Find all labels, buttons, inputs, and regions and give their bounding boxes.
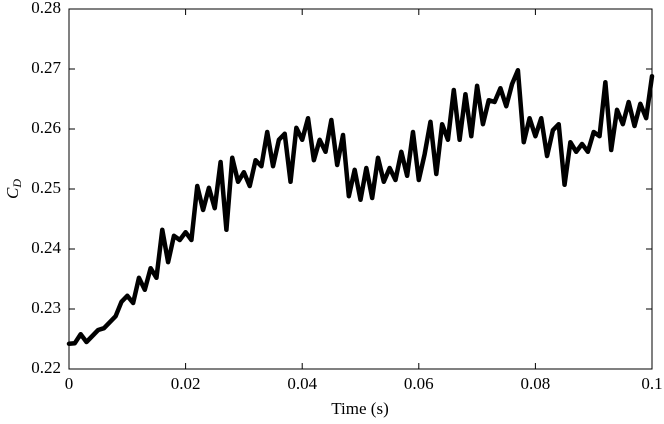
x-tick-label: 0 — [65, 374, 74, 393]
y-tick-label: 0.23 — [31, 298, 61, 317]
x-tick-label: 0.02 — [171, 374, 201, 393]
x-axis-label: Time (s) — [331, 399, 388, 418]
y-tick-label: 0.28 — [31, 0, 61, 17]
y-label-subscript: D — [10, 179, 24, 189]
x-tick-label: 0.06 — [404, 374, 434, 393]
x-tick-label: 0.1 — [641, 374, 662, 393]
y-tick-label: 0.25 — [31, 178, 61, 197]
y-tick-label: 0.22 — [31, 358, 61, 377]
y-tick-label: 0.26 — [31, 118, 61, 137]
data-line — [66, 67, 655, 347]
y-axis-label: CD — [3, 179, 24, 199]
x-tick-label: 0.08 — [521, 374, 551, 393]
y-label-main: C — [3, 187, 22, 199]
x-tick-label: 0.04 — [287, 374, 317, 393]
y-tick-label: 0.24 — [31, 238, 61, 257]
y-tick-label: 0.27 — [31, 58, 61, 77]
